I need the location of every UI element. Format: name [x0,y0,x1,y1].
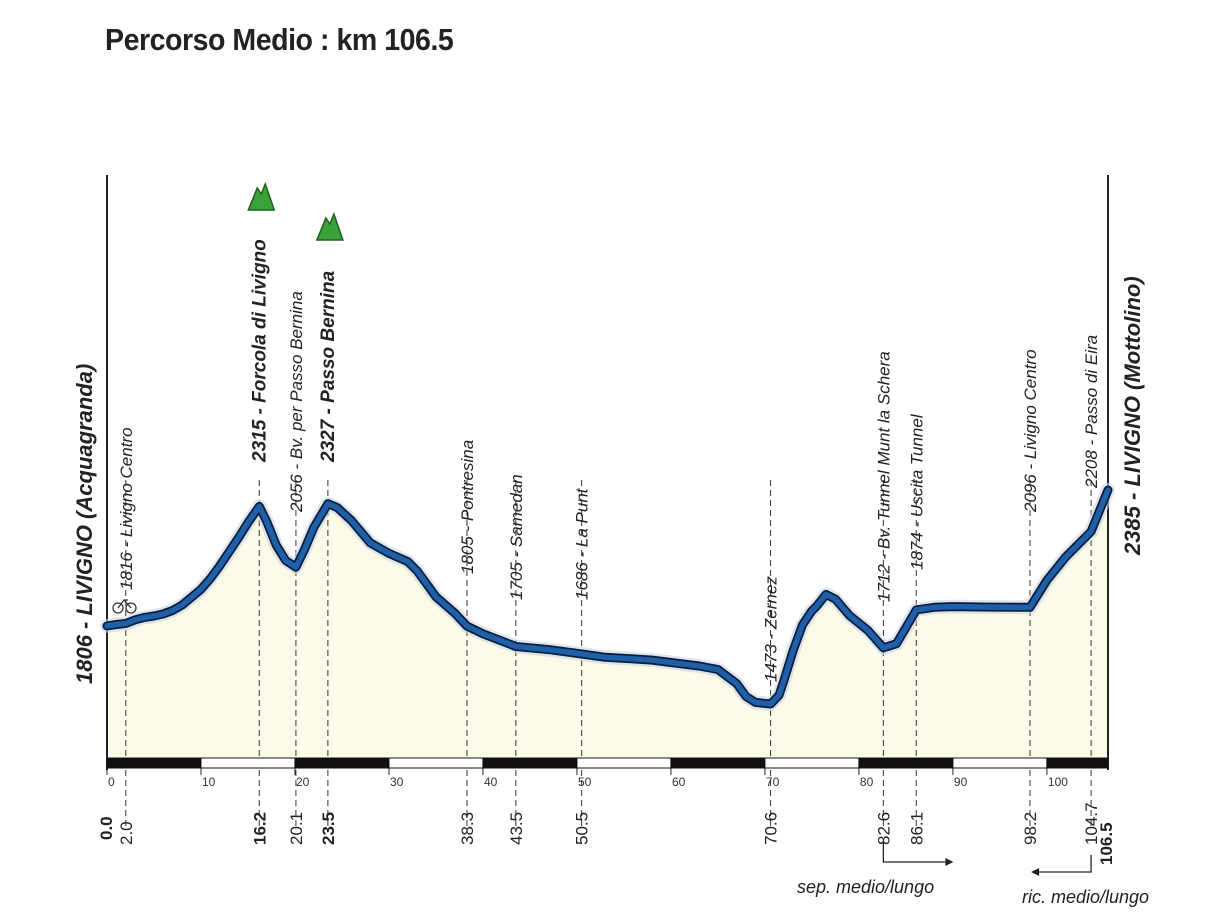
scale-segment-30 [388,757,484,769]
scale-tick-label-10: 10 [202,775,216,789]
waypoint-label-9: 1874 - Uscita Tunnel [907,413,926,570]
rejoin-arrowhead-icon [1031,868,1040,876]
waypoint-label-11: 2208 - Passo di Eira [1082,335,1101,489]
waypoint-km-5: 43.5 [507,812,526,845]
waypoint-km-2: 20.1 [287,812,306,845]
chart-title: Percorso Medio : km 106.5 [105,22,454,57]
scale-tick-label-60: 60 [672,775,686,789]
waypoint-label-2: 2056 - Bv. per Passo Bernina [287,291,306,513]
split-arrow-icon [882,842,946,863]
waypoint-km-8: 82.6 [874,812,893,845]
scale-segment-20 [294,757,390,769]
scale-segment-0 [106,757,202,769]
bicycle-icon [112,602,124,614]
waypoint-km-0: 2.0 [117,821,136,845]
split-arrowhead-icon [945,858,954,866]
waypoint-km-11: 104.7 [1082,802,1101,845]
waypoint-label-10: 2096 - Livigno Centro [1021,349,1040,513]
profile-line [104,487,1111,707]
scale-segment-80 [858,757,954,769]
profile-area [107,490,1108,757]
scale-tick-label-100: 100 [1048,775,1068,789]
finish-km: 106.5 [1097,822,1116,865]
scale-tick-label-40: 40 [484,775,498,789]
waypoint-label-6: 1686 - La Punt [573,487,592,600]
start-label: 1806 - LIVIGNO (Acquagranda) [72,364,97,684]
scale-tick-label-20: 20 [296,775,310,789]
waypoint-km-9: 86.1 [907,812,926,845]
waypoint-km-7: 70.6 [762,812,781,845]
scale-tick-label-0: 0 [108,775,115,789]
scale-segment-40 [482,757,578,769]
waypoint-label-7: 1473 - Zernez [762,576,781,682]
waypoint-label-5: 1705 - Samedan [507,474,526,600]
scale-segment-50 [576,757,672,769]
scale-segment-60 [670,757,766,769]
bicycle-frame-icon [117,598,132,609]
scale-segment-10 [200,757,296,769]
finish-label: 2385 - LIVIGNO (Mottolino) [1120,276,1145,556]
scale-segment-100 [1046,757,1109,769]
waypoint-label-4: 1805 - Pontresina [458,440,477,574]
scale-tick-label-80: 80 [860,775,874,789]
waypoint-label-0: 1816 - Livigno Centro [117,427,136,590]
bicycle-wheel-icon [125,602,137,614]
scale-tick-label-70: 70 [766,775,780,789]
waypoint-km-4: 38.3 [458,812,477,845]
scale-segment-70 [764,757,860,769]
waypoint-label-3: 2327 - Passo Bernina [318,270,339,463]
waypoint-label-1: 2315 - Forcola di Livigno [249,239,270,463]
summit-mountain-icon-1 [315,211,344,241]
split-note: sep. medio/lungo [797,877,934,897]
rejoin-note: ric. medio/lungo [1022,887,1149,907]
waypoint-km-6: 50.5 [573,812,592,845]
rejoin-arrow-icon [1039,855,1092,873]
waypoint-km-1: 16.2 [250,812,269,845]
summit-mountain-icon-0 [247,181,276,211]
waypoint-km-3: 23.5 [319,812,338,845]
scale-segment-90 [952,757,1048,769]
waypoint-km-10: 98.2 [1021,812,1040,845]
scale-tick-label-30: 30 [390,775,404,789]
scale-tick-label-90: 90 [954,775,968,789]
waypoint-label-8: 1712 - Bv. Tunnel Munt la Schera [874,351,893,602]
scale-tick-label-50: 50 [578,775,592,789]
start-km: 0.0 [97,816,116,840]
